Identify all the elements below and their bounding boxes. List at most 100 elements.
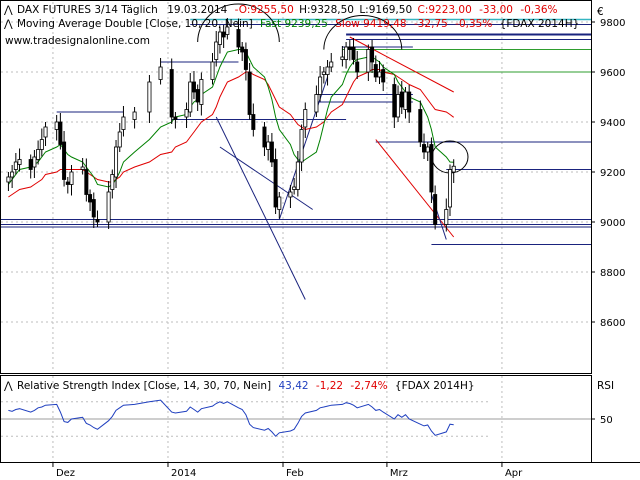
candle [65, 177, 70, 194]
candle [451, 159, 456, 183]
date-label: 19.03.2014 [167, 4, 227, 16]
rsi-change: -1,22 [316, 380, 343, 392]
candle-body-down [347, 46, 352, 50]
candle-body-down [251, 114, 256, 130]
candle-body-down [407, 91, 412, 113]
candle [62, 131, 67, 187]
candle-body-up [340, 56, 345, 60]
candle-body-up [54, 121, 59, 130]
candle [251, 103, 256, 137]
candle [262, 122, 267, 156]
rsi-axis-label: RSI [597, 380, 614, 392]
candle-body-up [13, 161, 18, 170]
candle-body-down [173, 116, 178, 120]
candle [243, 42, 248, 81]
svg-text:DAX FUTURES 3/14 Täglich: DAX FUTURES 3/14 Täglich 19.03.2014 -O:9… [17, 4, 557, 16]
candle [169, 58, 174, 124]
candle [84, 158, 89, 202]
candle-body-up [6, 176, 11, 183]
candle [295, 151, 300, 197]
candle-body-up [266, 141, 271, 150]
instrument-label: DAX FUTURES 3/14 Täglich [17, 4, 158, 16]
price-y-tick-label: 8600 [600, 318, 625, 329]
candle-body-down [58, 121, 63, 145]
candle-body-up [225, 26, 230, 35]
candle-body-down [84, 169, 89, 195]
candle-body-up [199, 79, 204, 105]
price-y-tick-label: 8800 [600, 268, 625, 279]
candle [325, 60, 330, 86]
candle [396, 85, 401, 122]
rsi-line [8, 399, 454, 437]
open-value: -O:9255,50 [235, 4, 294, 16]
candle [266, 135, 271, 161]
change-value: -33,00 [479, 4, 513, 16]
candle-body-up [69, 171, 74, 185]
candle [351, 38, 356, 65]
downtrend-red-line [349, 36, 454, 93]
ma-indicator-label: Moving Average Double [Close, 10, 20, Ne… [17, 18, 253, 30]
candle [221, 25, 226, 48]
header-arrow-icon: ⋀ [3, 4, 13, 16]
candle-body-up [366, 49, 371, 73]
candle [28, 154, 33, 179]
downtrend-line [215, 116, 306, 300]
candle-body-up [210, 61, 215, 80]
website-label: www.tradesignalonline.com [5, 35, 150, 47]
candle-body-down [262, 126, 267, 148]
slow-ma-change: -32,75 [414, 18, 448, 30]
candle-body-up [425, 146, 430, 153]
candle-body-up [114, 146, 119, 178]
candle-body-down [62, 141, 67, 180]
candle [236, 18, 241, 54]
candle-body-up [451, 165, 456, 173]
candle [13, 153, 18, 175]
candle-body-up [447, 169, 452, 208]
candle-body-up [39, 139, 44, 150]
candle [344, 42, 349, 69]
candle [173, 112, 178, 129]
svg-text:Moving Average Double [Close,: Moving Average Double [Close, 10, 20, Ne… [17, 18, 579, 30]
candle-body-up [32, 156, 37, 168]
candle [17, 148, 22, 172]
candle [370, 40, 375, 73]
candle [43, 122, 48, 146]
candle-body-down [191, 81, 196, 93]
drawings-layer [1, 3, 591, 300]
candle-body-down [399, 91, 404, 108]
price-panel-frame [0, 0, 592, 374]
candle [10, 165, 15, 188]
candle [429, 137, 434, 203]
candle [225, 18, 230, 40]
candle-body-down [429, 144, 434, 193]
candle [366, 44, 371, 81]
candle [373, 55, 378, 82]
fast-ma-value: Fast 9239,25 [260, 18, 328, 30]
candle [347, 40, 352, 61]
rsi-value: 43,42 [279, 380, 309, 392]
pattern-arc [323, 15, 403, 50]
candle [32, 150, 37, 178]
candle-body-up [188, 81, 193, 113]
high-value: H:9328,50 [299, 4, 354, 16]
candle-body-up [80, 166, 85, 170]
rsi-symbol-label: {FDAX 2014H} [395, 380, 475, 392]
candle [54, 115, 59, 141]
downtrend-red-line [375, 139, 455, 238]
price-y-tick-label: 9600 [600, 68, 625, 79]
candle-body-up [132, 111, 137, 120]
rsi-header: ⋀ Relative Strength Index [Close, 14, 30… [3, 380, 614, 392]
rsi-indicator-label: Relative Strength Index [Close, 14, 30, … [17, 380, 271, 392]
candle [321, 67, 326, 84]
candle-body-down [392, 84, 397, 118]
candle [407, 85, 412, 123]
candle-body-up [277, 196, 282, 210]
candle-body-up [325, 66, 330, 75]
candle-body-down [422, 144, 427, 153]
pattern-arc [197, 3, 280, 43]
candle [147, 75, 152, 123]
candle [377, 61, 382, 84]
candle [184, 102, 189, 128]
rsi-change-pct: -2,74% [350, 380, 387, 392]
